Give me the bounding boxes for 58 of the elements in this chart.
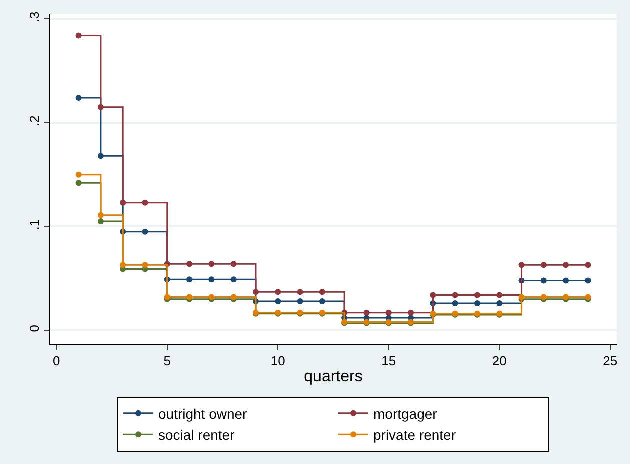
point	[319, 289, 326, 296]
point	[142, 228, 148, 235]
point	[230, 261, 237, 268]
x-tick-label: 25	[603, 354, 618, 369]
point	[518, 262, 525, 268]
x-axis-title: quarters	[304, 368, 363, 386]
point	[563, 262, 570, 268]
point	[585, 278, 592, 284]
point	[474, 292, 480, 298]
point	[76, 95, 82, 102]
point	[76, 32, 82, 39]
point	[275, 298, 282, 304]
x-tick-label: 15	[382, 354, 396, 369]
point	[98, 218, 104, 225]
point	[98, 104, 104, 110]
point	[120, 200, 126, 206]
point	[386, 310, 392, 316]
point	[208, 276, 215, 283]
point	[540, 262, 547, 268]
point	[76, 180, 82, 186]
legend-label: mortgager	[374, 406, 438, 422]
point	[563, 278, 570, 284]
point	[186, 261, 193, 268]
point	[98, 153, 104, 160]
point	[275, 289, 282, 296]
legend-label: private renter	[374, 427, 456, 444]
x-tick-label: 5	[164, 354, 172, 369]
y-tick-label: .3	[26, 12, 42, 23]
y-tick-label: .2	[26, 116, 42, 126]
point	[142, 262, 148, 268]
point	[142, 200, 148, 206]
point	[364, 310, 370, 316]
x-tick-label: 10	[270, 354, 286, 369]
point	[120, 262, 126, 268]
legend-label: social renter	[158, 427, 236, 444]
x-tick-label: 0	[53, 354, 60, 369]
point	[496, 292, 503, 298]
point	[297, 298, 304, 304]
point	[76, 172, 82, 178]
point	[319, 298, 326, 304]
point	[585, 262, 592, 268]
point	[430, 292, 436, 298]
point	[408, 310, 414, 316]
point	[98, 212, 104, 218]
point	[297, 289, 304, 296]
point	[252, 289, 259, 296]
y-tick-label: 0	[26, 324, 42, 332]
legend-label: outright owner	[158, 406, 248, 422]
point	[186, 276, 193, 283]
y-tick-label: .1	[26, 219, 42, 230]
point	[474, 300, 480, 307]
point	[540, 278, 547, 284]
point	[452, 292, 458, 298]
point	[452, 300, 458, 307]
point	[208, 261, 215, 268]
point	[496, 300, 503, 307]
point	[230, 276, 237, 283]
x-tick-label: 20	[492, 354, 507, 369]
